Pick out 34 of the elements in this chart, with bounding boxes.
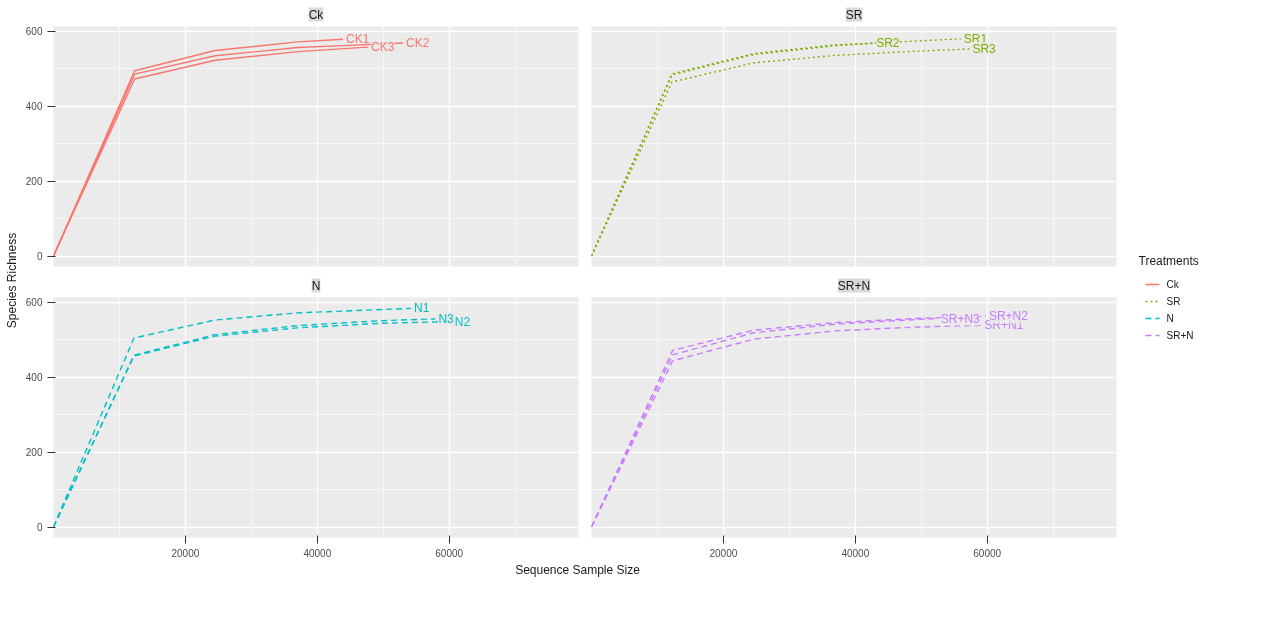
y-tick-label: 0 — [36, 251, 43, 262]
x-tick-label: 60000 — [973, 547, 1002, 559]
y-tick-label: 600 — [25, 26, 43, 37]
chart-title: Ck — [308, 7, 325, 22]
y-tick-label: 400 — [25, 101, 43, 112]
chart-title: SR — [845, 7, 863, 22]
series-label: SR3 — [972, 42, 997, 56]
x-tick-label: 40000 — [303, 547, 332, 559]
legend-title: Treatments — [1138, 253, 1199, 268]
chart-title: SR+N — [837, 278, 871, 293]
x-tick-label: 20000 — [709, 547, 738, 559]
y-axis-title: Species Richness — [4, 232, 19, 329]
chart-title: Ck — [1166, 279, 1179, 290]
x-axis-title: Sequence Sample Size — [515, 562, 641, 577]
y-tick-label: 400 — [25, 372, 43, 383]
x-tick-label: 20000 — [171, 547, 200, 559]
chart-title: SR+N — [1166, 330, 1194, 341]
series-label: CK3 — [371, 40, 395, 55]
y-tick-label: 200 — [25, 176, 43, 187]
y-tick-label: 600 — [25, 297, 43, 308]
series-label: SR2 — [876, 36, 900, 51]
series-label: SR+N3 — [940, 311, 981, 326]
y-tick-label: 0 — [36, 522, 43, 533]
series-label: N1 — [413, 301, 430, 316]
chart-title: SR — [1166, 296, 1181, 307]
series-label: N3 — [438, 311, 455, 326]
x-tick-label: 60000 — [435, 547, 464, 559]
series-label: N2 — [454, 314, 471, 329]
y-tick-label: 200 — [25, 447, 43, 458]
chart-title: N — [311, 278, 321, 293]
series-label: CK1 — [346, 32, 370, 47]
chart-title: N — [1166, 313, 1174, 324]
x-tick-label: 40000 — [841, 547, 870, 559]
series-label: CK2 — [406, 36, 430, 50]
